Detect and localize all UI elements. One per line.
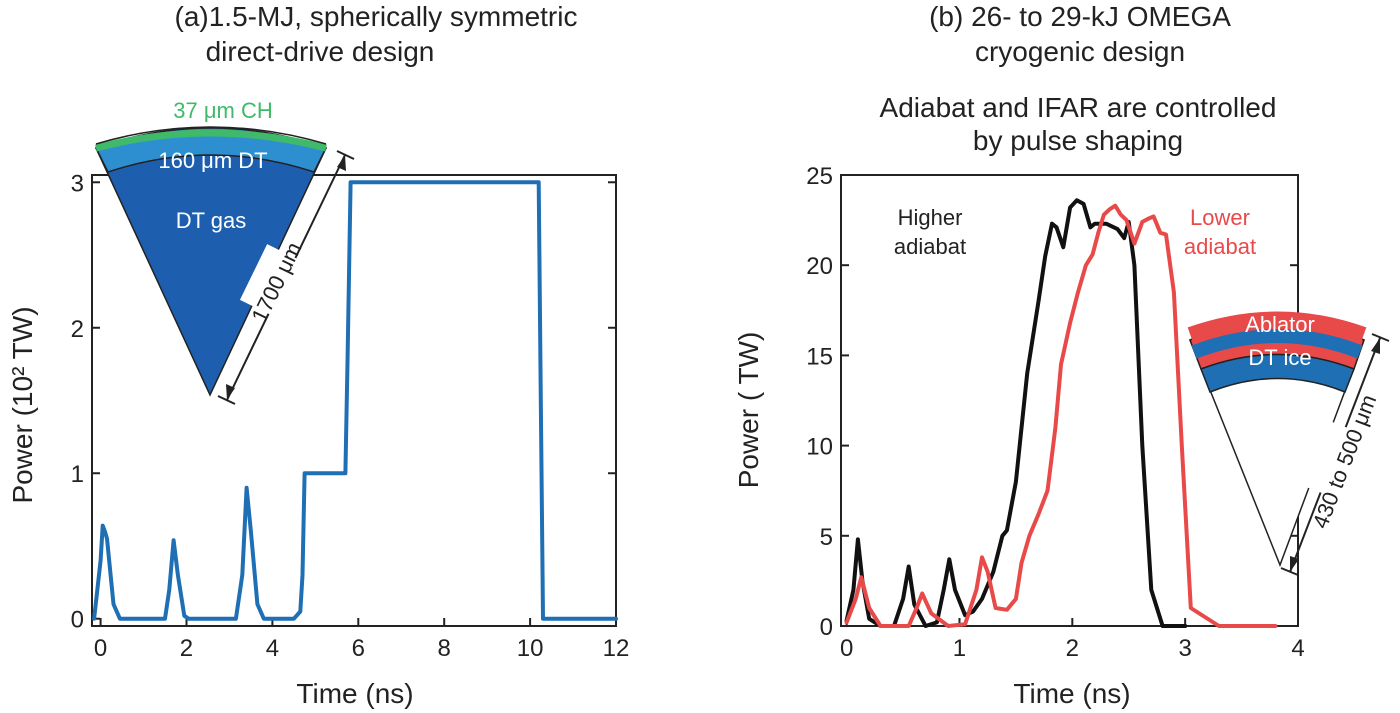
panel-a-x-tick-label: 0	[94, 635, 107, 662]
panel-b-x-tick-label: 3	[1178, 635, 1191, 662]
higher-adiabat-label-line2: adiabat	[894, 234, 966, 259]
panel-b-note-line1: Adiabat and IFAR are controlled	[880, 92, 1277, 123]
panel-b: (b) 26- to 29-kJ OMEGA cryogenic design …	[733, 1, 1390, 709]
panel-b-note-line2: by pulse shaping	[973, 125, 1183, 156]
panel-a-x-tick-label: 8	[438, 635, 451, 662]
panel-a-ch-shell	[95, 129, 327, 152]
panel-a-title: (a)1.5-MJ, spherically symmetric	[175, 1, 578, 32]
panel-b-series	[844, 198, 1278, 628]
panel-b-y-tick-label: 0	[820, 614, 833, 641]
panel-b-x-tick-label: 2	[1066, 635, 1079, 662]
panel-b-capsule-inset: Ablator DT ice 430 to 500 μm	[1187, 311, 1390, 576]
panel-b-subtitle: cryogenic design	[975, 36, 1185, 67]
panel-a-x-label: Time (ns)	[296, 678, 413, 709]
panel-a-subtitle: direct-drive design	[206, 36, 435, 67]
panel-a-series-line-1	[92, 180, 618, 621]
panel-a-arrowhead-bottom	[226, 384, 235, 400]
panel-b-x-tick-label: 0	[840, 635, 853, 662]
lower-adiabat-label-line1: Lower	[1190, 205, 1250, 230]
panel-a-y-label: Power (10² TW)	[7, 306, 38, 503]
panel-a-shell-outline	[95, 126, 327, 145]
panel-a-y-ticks: 0 1 2 3	[71, 170, 616, 634]
higher-adiabat-label-line1: Higher	[898, 205, 963, 230]
panel-b-arrow-cap-bottom	[1280, 567, 1299, 576]
panel-b-arrowhead-top	[1371, 338, 1380, 354]
panel-a-ice-label: 160 μm DT	[158, 148, 267, 173]
lower-adiabat-label-line2: adiabat	[1184, 234, 1256, 259]
panel-b-series-line-2	[844, 203, 1278, 628]
panel-a-series	[92, 180, 618, 621]
panel-b-radius-label-bg	[1302, 420, 1360, 498]
panel-a-shell-label: 37 μm CH	[173, 98, 272, 123]
panel-b-x-tick-label: 4	[1291, 635, 1304, 662]
panel-a-y-tick-label: 0	[71, 607, 84, 634]
panel-a-arrowhead-top	[337, 155, 346, 171]
panel-a-y-tick-label: 3	[71, 170, 84, 197]
panel-b-x-tick-label: 1	[953, 635, 966, 662]
panel-b-y-tick-label: 10	[806, 434, 833, 461]
panel-a-x-tick-label: 10	[517, 635, 544, 662]
panel-a-arrow-cap-top	[336, 150, 355, 160]
panel-a-gas-label: DT gas	[176, 208, 247, 233]
panel-a-radius-label-bg	[239, 244, 313, 322]
panel-a-x-ticks: 0 2 4 6 8 10 12	[94, 618, 629, 662]
panel-b-ice-label: DT ice	[1248, 345, 1311, 370]
panel-a-plot-frame	[91, 174, 617, 627]
panel-b-y-label: Power ( TW)	[733, 332, 764, 489]
panel-b-series-line-1	[844, 198, 1188, 628]
panel-b-ice-layer	[1200, 353, 1355, 393]
panel-b-ice-band	[1191, 329, 1363, 359]
panel-a-y-tick-label: 2	[71, 316, 84, 343]
panel-a-x-tick-label: 2	[180, 635, 193, 662]
panel-a-arrow-cap-bottom	[217, 395, 236, 405]
panel-b-arrowhead-bottom	[1290, 556, 1299, 572]
panel-a: (a)1.5-MJ, spherically symmetric direct-…	[7, 1, 629, 709]
panel-b-y-tick-label: 5	[820, 524, 833, 551]
panel-b-y-tick-label: 25	[806, 163, 833, 190]
panel-a-x-tick-label: 4	[266, 635, 279, 662]
panel-b-title: (b) 26- to 29-kJ OMEGA	[929, 1, 1231, 32]
panel-a-x-tick-label: 12	[603, 635, 630, 662]
panel-b-y-tick-label: 15	[806, 343, 833, 370]
panel-b-ablator-label: Ablator	[1245, 312, 1315, 337]
panel-b-arrow-cap-top	[1371, 333, 1390, 342]
panel-b-ablator-band	[1187, 311, 1367, 341]
panel-a-capsule-inset: 37 μm CH 160 μm DT DT gas 1700 μm	[94, 98, 355, 405]
panel-b-y-ticks: 0 5 10 15 20 25	[806, 163, 1298, 641]
panel-b-y-tick-label: 20	[806, 253, 833, 280]
panel-b-x-ticks: 0 1 2 3 4	[840, 618, 1305, 662]
panel-b-x-label: Time (ns)	[1013, 678, 1130, 709]
panel-a-x-tick-label: 6	[352, 635, 365, 662]
panel-a-y-tick-label: 1	[71, 461, 84, 488]
